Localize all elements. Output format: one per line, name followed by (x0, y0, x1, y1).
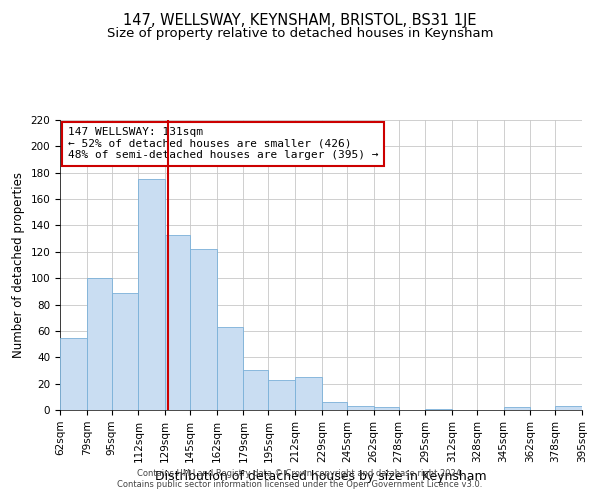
Bar (268, 380, 295, 410)
Bar (86, 278, 112, 410)
Bar (60, 338, 86, 410)
Bar (165, 234, 190, 410)
Bar (244, 370, 268, 410)
Text: Size of property relative to detached houses in Keynsham: Size of property relative to detached ho… (107, 28, 493, 40)
Text: 147, WELLSWAY, KEYNSHAM, BRISTOL, BS31 1JE: 147, WELLSWAY, KEYNSHAM, BRISTOL, BS31 1… (123, 12, 477, 28)
Y-axis label: Number of detached properties: Number of detached properties (12, 172, 25, 358)
Bar (425, 408, 452, 410)
Bar (556, 406, 582, 410)
Bar (322, 402, 347, 410)
Bar (139, 180, 165, 410)
Bar (112, 292, 139, 410)
Text: Contains HM Land Registry data © Crown copyright and database right 2024.: Contains HM Land Registry data © Crown c… (137, 468, 463, 477)
Text: 147 WELLSWAY: 131sqm
← 52% of detached houses are smaller (426)
48% of semi-deta: 147 WELLSWAY: 131sqm ← 52% of detached h… (68, 127, 379, 160)
Bar (374, 408, 398, 410)
Bar (295, 377, 322, 410)
Bar (190, 249, 217, 410)
X-axis label: Distribution of detached houses by size in Keynsham: Distribution of detached houses by size … (155, 470, 487, 483)
Bar (347, 406, 374, 410)
Text: Contains public sector information licensed under the Open Government Licence v3: Contains public sector information licen… (118, 480, 482, 489)
Bar (503, 408, 530, 410)
Bar (217, 327, 244, 410)
